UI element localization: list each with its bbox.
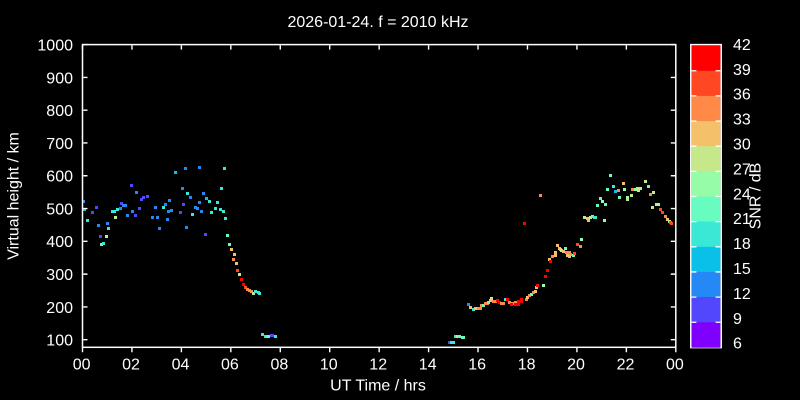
svg-text:100: 100: [46, 333, 73, 350]
svg-text:08: 08: [271, 357, 289, 374]
svg-text:16: 16: [468, 357, 486, 374]
svg-text:42: 42: [733, 37, 751, 54]
svg-text:39: 39: [733, 62, 751, 79]
svg-text:2026-01-24. f = 2010 kHz: 2026-01-24. f = 2010 kHz: [287, 14, 468, 31]
svg-text:600: 600: [46, 169, 73, 186]
svg-text:15: 15: [733, 261, 751, 278]
svg-text:00: 00: [73, 357, 91, 374]
svg-text:900: 900: [46, 70, 73, 87]
svg-text:500: 500: [46, 201, 73, 218]
svg-text:200: 200: [46, 300, 73, 317]
svg-text:12: 12: [369, 357, 387, 374]
svg-text:21: 21: [733, 211, 751, 228]
svg-text:800: 800: [46, 103, 73, 120]
svg-text:24: 24: [733, 186, 751, 203]
svg-text:6: 6: [733, 336, 742, 353]
svg-text:14: 14: [419, 357, 437, 374]
svg-text:02: 02: [122, 357, 140, 374]
svg-text:12: 12: [733, 286, 751, 303]
svg-text:SNR / dB: SNR / dB: [748, 163, 765, 230]
svg-text:Virtual height / km: Virtual height / km: [5, 132, 22, 260]
svg-text:1000: 1000: [37, 38, 73, 55]
svg-text:30: 30: [733, 137, 751, 154]
svg-text:27: 27: [733, 161, 751, 178]
svg-text:300: 300: [46, 267, 73, 284]
svg-text:20: 20: [567, 357, 585, 374]
svg-text:700: 700: [46, 136, 73, 153]
svg-text:22: 22: [617, 357, 635, 374]
svg-text:33: 33: [733, 112, 751, 129]
svg-text:00: 00: [666, 357, 684, 374]
svg-text:18: 18: [518, 357, 536, 374]
svg-text:04: 04: [172, 357, 190, 374]
svg-text:9: 9: [733, 311, 742, 328]
svg-text:400: 400: [46, 234, 73, 251]
svg-text:10: 10: [320, 357, 338, 374]
svg-text:18: 18: [733, 236, 751, 253]
svg-text:36: 36: [733, 87, 751, 104]
svg-text:06: 06: [221, 357, 239, 374]
svg-text:UT Time / hrs: UT Time / hrs: [330, 378, 426, 395]
